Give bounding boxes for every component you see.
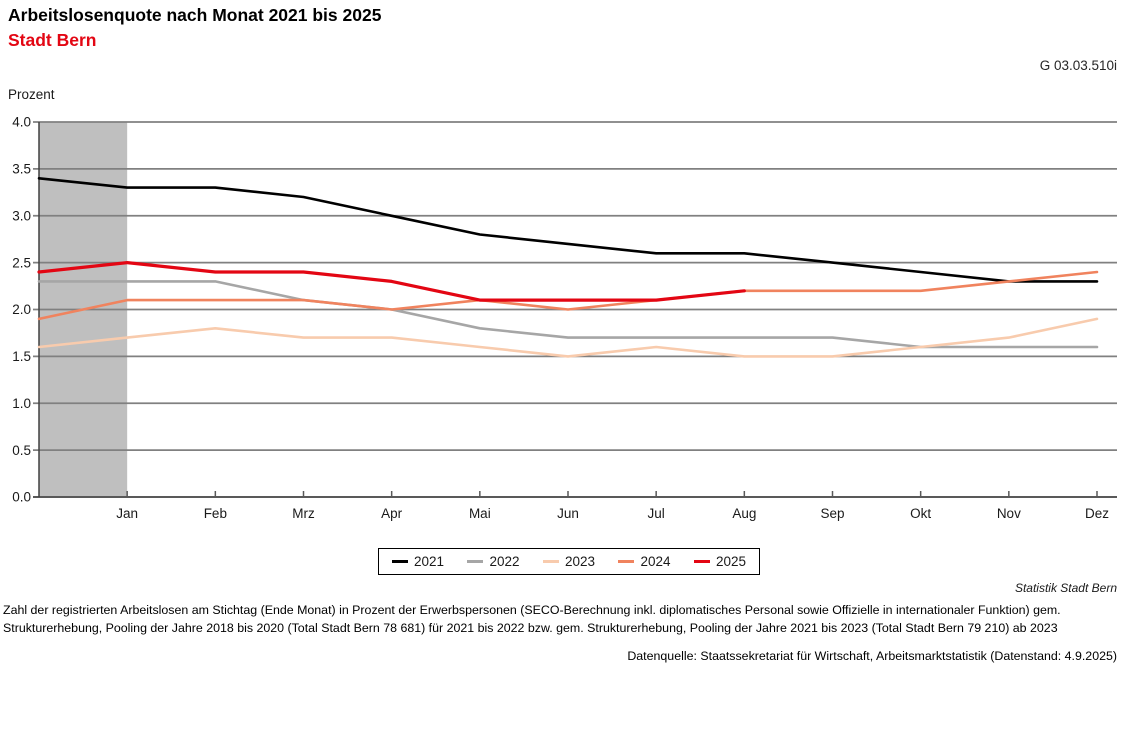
y-tick-label: 2.0 — [12, 302, 31, 317]
legend-label: 2025 — [715, 554, 746, 569]
x-tick-label: Apr — [381, 506, 403, 521]
x-tick-label: Nov — [997, 506, 1021, 521]
legend-dash-icon — [618, 560, 635, 563]
graphic-id: G 03.03.510i — [1039, 58, 1117, 73]
y-tick-label: 3.0 — [12, 208, 31, 223]
legend-label: 2022 — [489, 554, 520, 569]
legend-dash-icon — [467, 560, 484, 563]
legend-label: 2023 — [564, 554, 596, 569]
legend-dash-icon — [392, 560, 408, 563]
x-tick-label: Feb — [204, 506, 227, 521]
legend-label: 2021 — [414, 554, 445, 569]
legend-dash-icon — [542, 560, 559, 563]
chart-legend: 2021 2022 2023 2024 2025 — [378, 548, 760, 575]
attribution: Statistik Stadt Bern — [1014, 581, 1117, 595]
x-tick-label: Okt — [910, 506, 931, 521]
x-tick-label: Jul — [648, 506, 665, 521]
series-line-2022 — [37, 280, 1099, 349]
x-tick-label: Dez — [1085, 506, 1109, 521]
series-line-2021 — [37, 177, 1099, 283]
x-tick-label: Mai — [469, 506, 491, 521]
legend-dash-icon — [693, 560, 710, 563]
legend-item-2025: 2025 — [693, 554, 746, 569]
series-line-2025 — [37, 261, 746, 302]
legend-item-2022: 2022 — [467, 554, 520, 569]
series-line-2023 — [37, 317, 1099, 358]
data-source: Datenquelle: Staatssekretariat für Wirts… — [627, 649, 1117, 663]
y-axis-tick-labels: 0.0 0.5 1.0 1.5 2.0 2.5 3.0 3.5 4.0 — [12, 115, 31, 505]
legend-item-2021: 2021 — [392, 554, 444, 569]
page-title: Arbeitslosenquote nach Monat 2021 bis 20… — [8, 5, 382, 25]
y-tick-label: 0.0 — [12, 490, 31, 505]
y-tick-label: 2.5 — [12, 255, 31, 270]
gridlines — [33, 121, 1117, 452]
x-tick-label: Mrz — [292, 506, 315, 521]
page-subtitle: Stadt Bern — [8, 30, 97, 50]
y-tick-label: 3.5 — [12, 162, 31, 177]
y-tick-label: 0.5 — [12, 443, 31, 458]
y-axis-unit-label: Prozent — [8, 87, 55, 102]
x-tick-label: Aug — [732, 506, 756, 521]
legend-label: 2024 — [640, 554, 671, 569]
legend-item-2023: 2023 — [542, 554, 596, 569]
x-tick-label: Sep — [820, 506, 844, 521]
y-tick-label: 4.0 — [12, 115, 31, 130]
x-axis-ticks — [126, 491, 1098, 497]
legend-item-2024: 2024 — [618, 554, 671, 569]
footnote-line-2: Strukturerhebung, Pooling der Jahre 2018… — [3, 621, 1058, 635]
x-axis-tick-labels: Jan Feb Mrz Apr Mai Jun Jul Aug Sep Okt Nov Dez — [116, 506, 1109, 521]
y-tick-label: 1.5 — [12, 349, 31, 364]
footnote-line-1: Zahl der registrierten Arbeitslosen am S… — [3, 603, 1061, 617]
x-tick-label: Jan — [116, 506, 138, 521]
x-tick-label: Jun — [557, 506, 579, 521]
y-tick-label: 1.0 — [12, 396, 31, 411]
line-chart: 0.0 0.5 1.0 1.5 2.0 2.5 3.0 3.5 4.0 Jan Feb Mrz Apr M… — [12, 115, 1117, 521]
series-line-2024 — [37, 270, 1099, 321]
